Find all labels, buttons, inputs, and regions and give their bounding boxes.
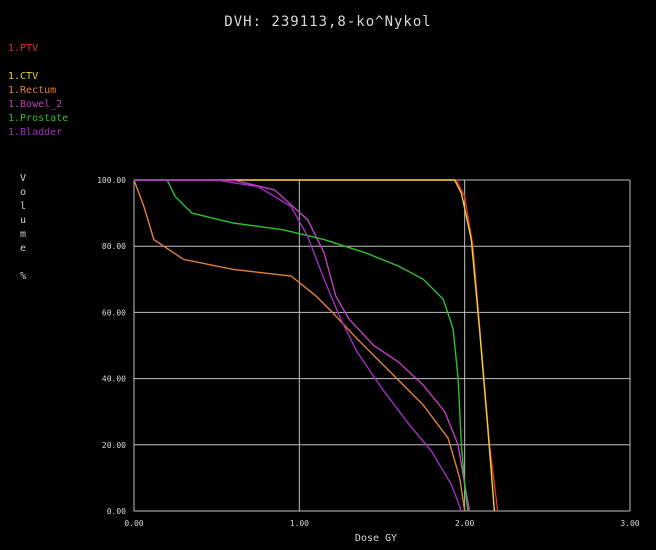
series-line <box>134 180 494 511</box>
y-tick-label: 0.00 <box>107 507 126 516</box>
x-tick-label: 3.00 <box>620 519 639 528</box>
x-tick-label: 0.00 <box>124 519 143 528</box>
y-tick-label: 60.00 <box>102 308 126 317</box>
series-line <box>134 180 468 511</box>
y-tick-label: 80.00 <box>102 242 126 251</box>
series-line <box>134 180 498 511</box>
y-tick-label: 20.00 <box>102 441 126 450</box>
x-axis-label: Dose GY <box>355 533 397 544</box>
x-tick-label: 2.00 <box>455 519 474 528</box>
y-tick-label: 100.00 <box>97 176 126 185</box>
x-tick-label: 1.00 <box>290 519 309 528</box>
series-line <box>134 180 461 511</box>
series-line <box>134 180 470 511</box>
y-tick-label: 40.00 <box>102 375 126 384</box>
